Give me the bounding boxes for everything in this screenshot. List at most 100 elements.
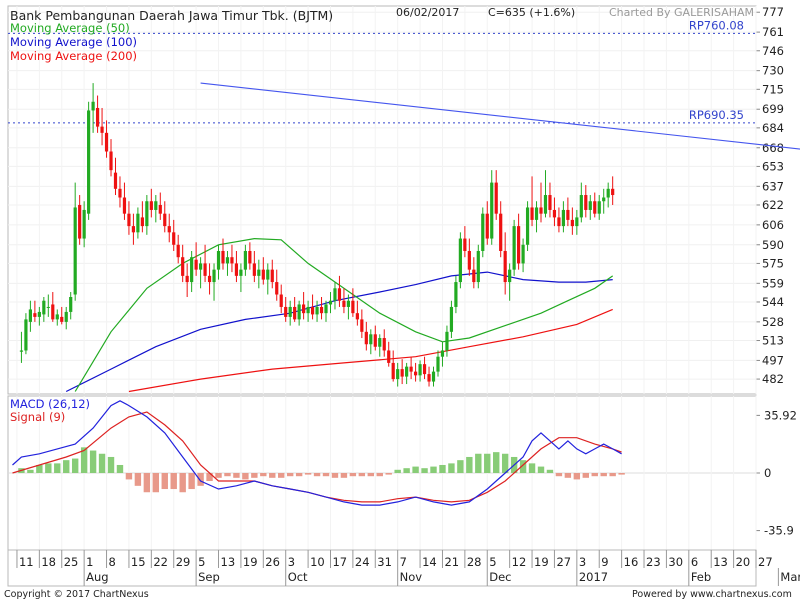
candle-body (207, 275, 212, 283)
candle-body (37, 311, 41, 317)
histogram-bar (269, 473, 276, 478)
candle-body (212, 269, 216, 283)
macd-tick-label: 0 (764, 466, 771, 480)
histogram-bar (161, 473, 168, 490)
candle-body (24, 319, 28, 351)
histogram-bar (89, 450, 97, 473)
candle-body (333, 288, 337, 301)
date-tick-label: 5 (489, 555, 496, 569)
candle-body (315, 306, 319, 315)
candle-body (611, 188, 615, 196)
candle-body (248, 250, 252, 264)
candle-body (427, 374, 431, 382)
month-label: Aug (86, 570, 108, 584)
histogram-bar (349, 473, 357, 477)
month-label: Feb (691, 570, 711, 584)
candle-body (472, 269, 476, 283)
price-tick-label: 637 (762, 179, 784, 193)
date-tick-label: 28 (467, 555, 482, 569)
date-tick-label: 27 (556, 555, 571, 569)
date-tick-label: 12 (512, 555, 527, 569)
candle-body (387, 350, 391, 363)
candle-body (230, 257, 234, 264)
histogram-bar (188, 473, 195, 490)
histogram-bar (313, 473, 321, 477)
histogram-bar (45, 463, 52, 473)
histogram-bar (197, 473, 204, 486)
price-tick-label: 715 (762, 82, 784, 96)
candle-body (400, 369, 404, 377)
candle-body (100, 126, 104, 133)
date-tick-label: 14 (422, 555, 437, 569)
histogram-bar (152, 473, 160, 493)
candle-body (113, 172, 118, 189)
copyright: Copyright © 2017 ChartNexus (4, 589, 149, 600)
date-tick-label: 27 (758, 555, 773, 569)
histogram-bar (278, 473, 285, 478)
close-price: C=635 (+1.6%) (488, 6, 575, 19)
date-tick-label: 29 (176, 555, 191, 569)
histogram-bar (475, 453, 482, 473)
candle-body (436, 356, 440, 372)
histogram-bar (233, 473, 240, 478)
candle-body (382, 338, 386, 351)
price-tick-label: 684 (762, 121, 784, 135)
candle-body (131, 226, 136, 233)
histogram-bar (609, 473, 616, 477)
candle-body (91, 101, 95, 111)
chart-credit: Charted By GALERISAHAM (609, 6, 754, 19)
month-label: Mar (780, 570, 800, 584)
candle-body (481, 213, 485, 251)
candle-body (87, 110, 91, 214)
candle-body (243, 250, 247, 270)
candle-body (33, 313, 37, 317)
candle-body (95, 107, 100, 127)
candle-body (284, 306, 288, 317)
candlesticks (19, 83, 615, 387)
price-tick-label: 653 (762, 159, 784, 173)
candle-body (190, 257, 194, 283)
candle-body (198, 263, 203, 270)
legend-entry: Moving Average (50) (10, 21, 130, 35)
histogram-bar (98, 453, 106, 473)
histogram-bar (385, 473, 392, 475)
histogram-bar (304, 473, 312, 475)
histogram-bar (421, 468, 428, 473)
candle-body (145, 201, 149, 227)
date-axis-frame (7, 549, 757, 587)
candle-body (104, 132, 109, 152)
price-tick-label: 606 (762, 218, 784, 232)
candle-body (328, 300, 333, 305)
date-tick-label: 20 (736, 555, 751, 569)
price-tick-label: 528 (762, 315, 784, 329)
date-tick-label: 6 (691, 555, 698, 569)
candle-body (216, 250, 221, 270)
candle-body (167, 226, 171, 233)
candle-body (512, 226, 516, 270)
candle-body (351, 300, 355, 314)
candle-body (543, 195, 548, 214)
candle-body (55, 314, 59, 320)
candle-body (494, 182, 498, 214)
date-tick-label: 23 (646, 555, 661, 569)
histogram-bar (107, 456, 115, 473)
histogram-bar (260, 473, 267, 477)
candle-body (579, 195, 583, 218)
histogram-bar (582, 473, 589, 478)
candle-body (42, 300, 46, 315)
date-tick-label: 19 (243, 555, 258, 569)
histogram-bar (116, 464, 124, 473)
candle-body (517, 226, 521, 264)
price-axis: 777 761 746 730 715 699 684 668 653 637 622 606 590 5… (8, 5, 784, 394)
month-label: Oct (288, 570, 308, 584)
price-tick-label: 590 (762, 238, 784, 252)
histogram-bar (80, 447, 88, 473)
candle-body (288, 306, 292, 317)
candle-body (140, 217, 144, 227)
candle-body (548, 195, 552, 210)
candle-body (449, 306, 454, 332)
candle-body (431, 371, 436, 382)
candle-body (69, 297, 73, 312)
histogram-bar (618, 473, 625, 475)
histogram-bar (573, 473, 581, 480)
